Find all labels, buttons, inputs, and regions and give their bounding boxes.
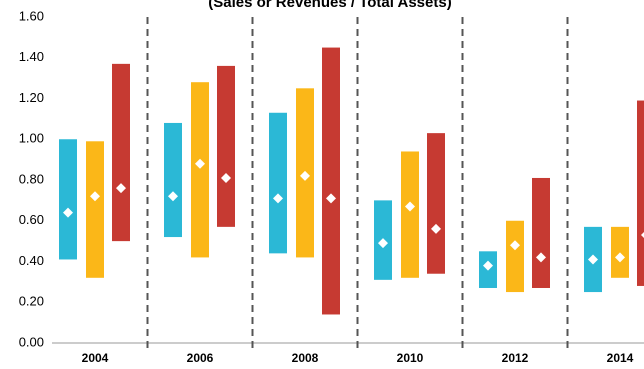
marker [195, 158, 205, 169]
y-tick-label: 0.60 [19, 212, 44, 227]
y-tick-label: 1.40 [19, 49, 44, 64]
x-tick-label: 2010 [397, 351, 424, 365]
range-bar [532, 177, 550, 288]
x-tick-label: 2012 [502, 351, 529, 365]
range-bar [191, 82, 209, 258]
marker [221, 172, 231, 183]
x-tick-label: 2008 [292, 351, 319, 365]
range-bar [112, 63, 130, 242]
range-bar [59, 139, 77, 260]
marker [90, 191, 100, 202]
x-tick-label: 2004 [82, 351, 109, 365]
marker [588, 254, 598, 265]
x-tick-label: 2014 [607, 351, 634, 365]
range-bar [401, 151, 419, 278]
marker [300, 170, 310, 181]
marker [615, 252, 625, 263]
y-tick-label: 1.20 [19, 90, 44, 105]
range-bar [322, 47, 340, 315]
marker [326, 193, 336, 204]
range-bar [217, 65, 235, 227]
chart-title: (Sales or Revenues / Total Assets) [208, 0, 451, 11]
range-bar [637, 100, 644, 286]
range-bar [86, 141, 104, 278]
marker [116, 183, 126, 194]
y-tick-label: 0.40 [19, 253, 44, 268]
range-bar [427, 133, 445, 274]
range-bar [269, 112, 287, 254]
y-tick-label: 0.20 [19, 294, 44, 309]
marker [510, 240, 520, 251]
marker [483, 260, 493, 271]
range-bar [164, 122, 182, 238]
marker [431, 223, 441, 234]
marker [63, 207, 73, 218]
marker [168, 191, 178, 202]
y-tick-label: 1.00 [19, 131, 44, 146]
range-bar [611, 226, 629, 278]
range-bar [506, 220, 524, 293]
y-tick-label: 0.00 [19, 334, 44, 349]
marker [378, 238, 388, 249]
x-tick-label: 2006 [187, 351, 214, 365]
marker [536, 252, 546, 263]
marker [273, 193, 283, 204]
marker [641, 232, 644, 239]
y-tick-label: 1.60 [19, 8, 44, 23]
marker [405, 201, 415, 212]
y-tick-label: 0.80 [19, 171, 44, 186]
